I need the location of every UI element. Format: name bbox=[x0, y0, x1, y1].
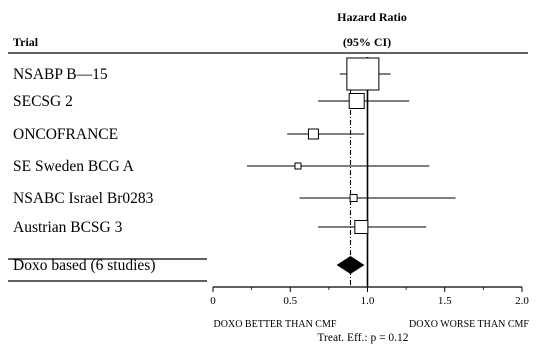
left-direction-label: DOXO BETTER THAN CMF bbox=[214, 319, 337, 330]
pooled-label: Doxo based (6 studies) bbox=[13, 257, 156, 274]
hr-header-line1: Hazard Ratio bbox=[337, 10, 407, 24]
hazard-ratio-square bbox=[348, 93, 365, 109]
x-axis-tick-label: 0.5 bbox=[283, 295, 297, 307]
trial-label: ONCOFRANCE bbox=[13, 126, 118, 143]
pooled-diamond bbox=[336, 256, 365, 274]
trial-label: SE Sweden BCG A bbox=[13, 158, 135, 175]
x-axis-tick-label: 2.0 bbox=[515, 295, 529, 307]
x-axis-tick-label: 0 bbox=[210, 295, 216, 307]
trial-label: Austrian BCSG 3 bbox=[13, 219, 123, 236]
trial-label: NSABC Israel Br0283 bbox=[13, 190, 154, 207]
hazard-ratio-square bbox=[307, 128, 319, 140]
trial-label: SECSG 2 bbox=[13, 93, 73, 110]
hazard-ratio-square bbox=[354, 220, 369, 234]
right-direction-label: DOXO WORSE THAN CMF bbox=[409, 319, 529, 330]
treatment-effect-test: Treat. Eff.: p = 0.12 bbox=[317, 332, 408, 344]
hr-header-line2: (95% CI) bbox=[343, 35, 391, 49]
trial-column-header: Trial bbox=[13, 35, 39, 49]
hazard-ratio-square bbox=[349, 194, 358, 202]
hazard-ratio-square bbox=[346, 57, 380, 91]
hazard-ratio-square bbox=[294, 162, 302, 170]
trial-label: NSABP B—15 bbox=[13, 66, 108, 83]
plot-layer: NSABP B—15 SECSG 2 ONCOFRANCE SE Sweden BCG… bbox=[8, 57, 529, 344]
x-axis-tick-label: 1.5 bbox=[438, 295, 452, 307]
x-axis-tick-label: 1.0 bbox=[361, 295, 375, 307]
